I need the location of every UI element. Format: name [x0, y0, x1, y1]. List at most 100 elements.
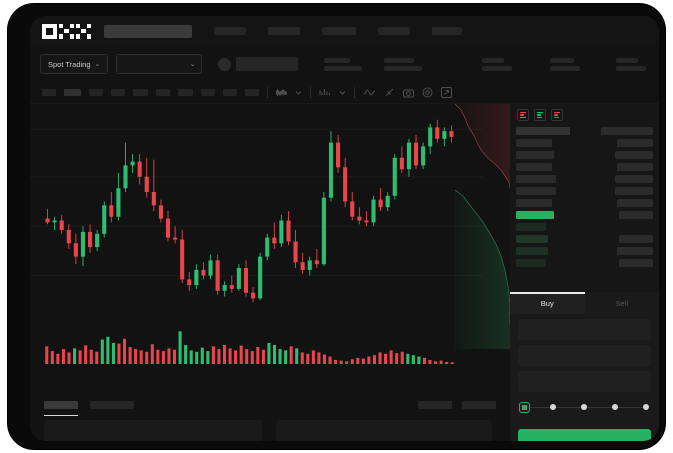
orderbook-amount-cell: [601, 127, 653, 135]
order-total-field[interactable]: [518, 371, 651, 392]
tab-sell-label: Sell: [615, 298, 628, 308]
stat-value: [482, 65, 513, 71]
orderbook-row-ask[interactable]: [510, 185, 659, 197]
orderbook-row-ask[interactable]: [510, 161, 659, 173]
timeframe-button-1[interactable]: [42, 89, 56, 96]
chart-type-chevron-down-icon[interactable]: [295, 90, 302, 95]
search-input[interactable]: [104, 24, 192, 38]
order-amount-slider[interactable]: [520, 402, 649, 413]
okx-logo[interactable]: [42, 23, 92, 39]
timeframe-button-8[interactable]: [201, 89, 215, 96]
timeframe-button-6[interactable]: [156, 89, 170, 96]
drawing-tools-icon[interactable]: [384, 87, 395, 98]
tab-hide-all[interactable]: [462, 401, 496, 409]
stat-label: [550, 57, 575, 63]
timeframe-button-10[interactable]: [245, 89, 259, 96]
orderbook-row-ask[interactable]: [510, 137, 659, 149]
orderbook-price-cell: [516, 127, 570, 135]
slider-step-3[interactable]: [612, 404, 618, 410]
slider-step-1[interactable]: [550, 404, 556, 410]
orderbook-row-bid[interactable]: [510, 221, 659, 233]
slider-step-2[interactable]: [581, 404, 587, 410]
line-chart-icon[interactable]: [363, 88, 376, 97]
orderbook-amount-cell: [619, 211, 653, 219]
fullscreen-icon[interactable]: [441, 87, 452, 98]
slider-step-4[interactable]: [643, 404, 649, 410]
order-book-view-toggles: [510, 104, 659, 121]
buy-sell-panel: Buy Sell: [510, 292, 659, 441]
volume-histogram-canvas: [45, 331, 454, 364]
chevron-down-icon: ⌄: [94, 60, 101, 68]
candlestick-chart-icon[interactable]: [276, 88, 287, 97]
active-tab-underline: [510, 292, 585, 294]
timeframe-button-3[interactable]: [89, 89, 103, 96]
bottom-card-left[interactable]: [44, 420, 262, 441]
orderbook-row-header[interactable]: [510, 125, 659, 137]
orderbook-amount-cell: [617, 139, 653, 147]
orderbook-price-cell: [516, 259, 546, 267]
orderbook-both-icon[interactable]: [517, 109, 529, 121]
timeframe-button-9[interactable]: [223, 89, 237, 96]
orderbook-price-cell: [516, 163, 552, 171]
trading-pair-bar: Spot Trading ⌄ ⌄: [30, 46, 659, 82]
orderbook-row-ask[interactable]: [510, 149, 659, 161]
indicators-icon[interactable]: [319, 88, 331, 97]
logo-k-glyph: [59, 23, 75, 39]
coin-avatar: [218, 57, 232, 71]
order-amount-field[interactable]: [518, 345, 651, 366]
tab-buy[interactable]: Buy: [510, 292, 585, 314]
nav-item-3[interactable]: [322, 27, 356, 35]
candlestick-chart-canvas: [30, 119, 483, 303]
timeframe-button-7[interactable]: [178, 89, 193, 96]
stat-high-24h: [482, 57, 513, 71]
pair-name[interactable]: [236, 57, 299, 71]
nav-item-2[interactable]: [268, 27, 300, 35]
orderbook-row-ask[interactable]: [510, 173, 659, 185]
chevron-down-icon: ⌄: [189, 60, 196, 68]
tab-buy-label: Buy: [540, 298, 554, 308]
snapshot-icon[interactable]: [403, 88, 414, 98]
order-price-field[interactable]: [518, 319, 651, 340]
orderbook-row-bid[interactable]: [510, 257, 659, 269]
orderbook-row-spread[interactable]: [510, 209, 659, 221]
toolbar-divider: [310, 87, 311, 98]
timeframe-button-2[interactable]: [64, 89, 81, 96]
indicators-chevron-down-icon[interactable]: [339, 90, 346, 95]
timeframe-button-5[interactable]: [133, 89, 148, 96]
submit-order-button[interactable]: [518, 429, 651, 441]
spot-trading-dropdown[interactable]: Spot Trading ⌄: [40, 54, 109, 74]
orderbook-row-ask[interactable]: [510, 197, 659, 209]
bottom-card-row: [30, 420, 510, 441]
nav-item-5[interactable]: [432, 27, 462, 35]
orderbook-amount-cell: [615, 151, 653, 159]
tab-sell[interactable]: Sell: [585, 292, 660, 314]
orderbook-price-cell: [516, 187, 556, 195]
orderbook-bids-icon[interactable]: [534, 109, 546, 121]
stat-label: [482, 57, 505, 63]
stat-label: [324, 57, 351, 63]
order-book-panel: [510, 104, 659, 292]
tab-filter[interactable]: [418, 401, 452, 409]
tab-open-orders[interactable]: [44, 401, 78, 416]
slider-handle-0[interactable]: [520, 402, 529, 412]
orderbook-price-cell: [516, 175, 556, 183]
orderbook-row-bid[interactable]: [510, 233, 659, 245]
orderbook-asks-icon[interactable]: [551, 109, 563, 121]
orderbook-row-bid[interactable]: [510, 245, 659, 257]
volume-histogram[interactable]: [30, 316, 483, 388]
nav-item-4[interactable]: [378, 27, 410, 35]
orderbook-price-cell: [516, 235, 548, 243]
bottom-tab-bar: [30, 394, 510, 416]
orderbook-amount-cell: [619, 235, 653, 243]
candlestick-chart[interactable]: [30, 104, 483, 316]
pair-select-dropdown[interactable]: ⌄: [116, 54, 203, 74]
orderbook-amount-cell: [617, 199, 653, 207]
tab-order-history[interactable]: [90, 401, 134, 409]
logo-x-glyph: [76, 23, 92, 39]
bottom-card-right[interactable]: [276, 420, 492, 441]
orderbook-amount-cell: [615, 175, 653, 183]
settings-icon[interactable]: [422, 87, 433, 98]
nav-item-1[interactable]: [214, 27, 246, 35]
timeframe-button-4[interactable]: [111, 89, 125, 96]
orderbook-amount-cell: [617, 247, 653, 255]
